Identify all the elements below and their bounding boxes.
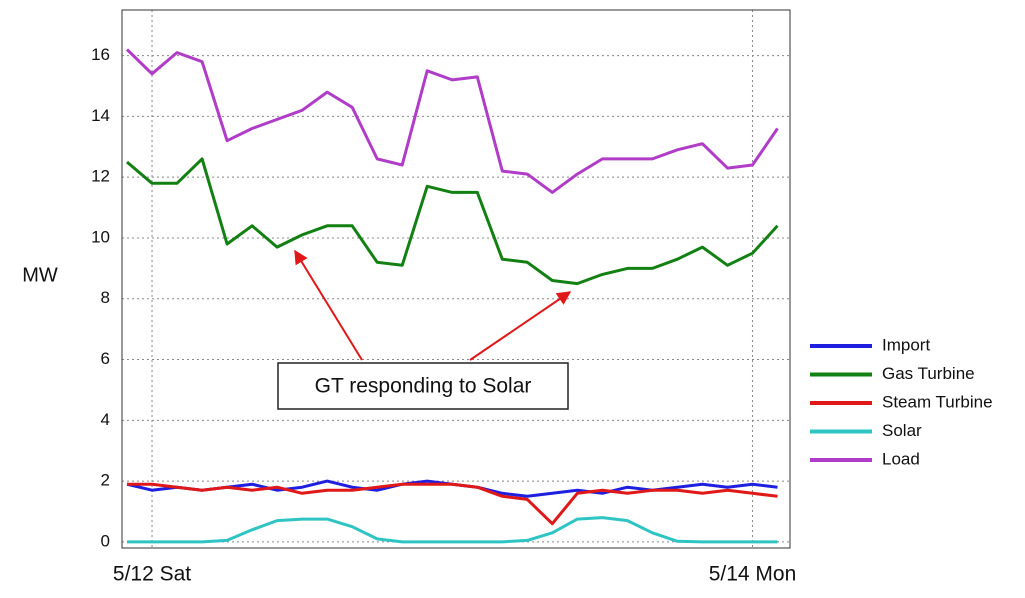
y-tick-label: 8 <box>101 288 110 307</box>
plot-frame <box>121 9 791 549</box>
annotation-text: GT responding to Solar <box>315 375 532 398</box>
x-tick-label: 5/14 Mon <box>709 563 797 586</box>
y-tick-label: 14 <box>91 106 110 125</box>
legend-label: Load <box>882 449 920 468</box>
annotation-arrow <box>294 249 363 361</box>
legend-label: Solar <box>882 421 922 440</box>
legend-label: Steam Turbine <box>882 392 993 411</box>
annotation-arrow <box>469 291 572 361</box>
y-tick-label: 12 <box>91 167 110 186</box>
y-tick-label: 2 <box>101 471 110 490</box>
x-tick-label: 5/12 Sat <box>113 563 191 586</box>
y-tick-label: 4 <box>101 410 110 429</box>
y-tick-label: 6 <box>101 349 110 368</box>
series-line <box>126 157 779 286</box>
y-tick-label: 0 <box>101 531 110 550</box>
legend-label: Gas Turbine <box>882 364 975 383</box>
series-line <box>127 516 778 544</box>
y-tick-label: 16 <box>91 45 110 64</box>
y-axis-label: MW <box>22 264 58 286</box>
series-line <box>125 48 779 194</box>
y-tick-label: 10 <box>91 227 110 246</box>
legend-label: Import <box>882 335 930 354</box>
series-line <box>127 482 778 526</box>
annotation-box <box>277 362 569 410</box>
